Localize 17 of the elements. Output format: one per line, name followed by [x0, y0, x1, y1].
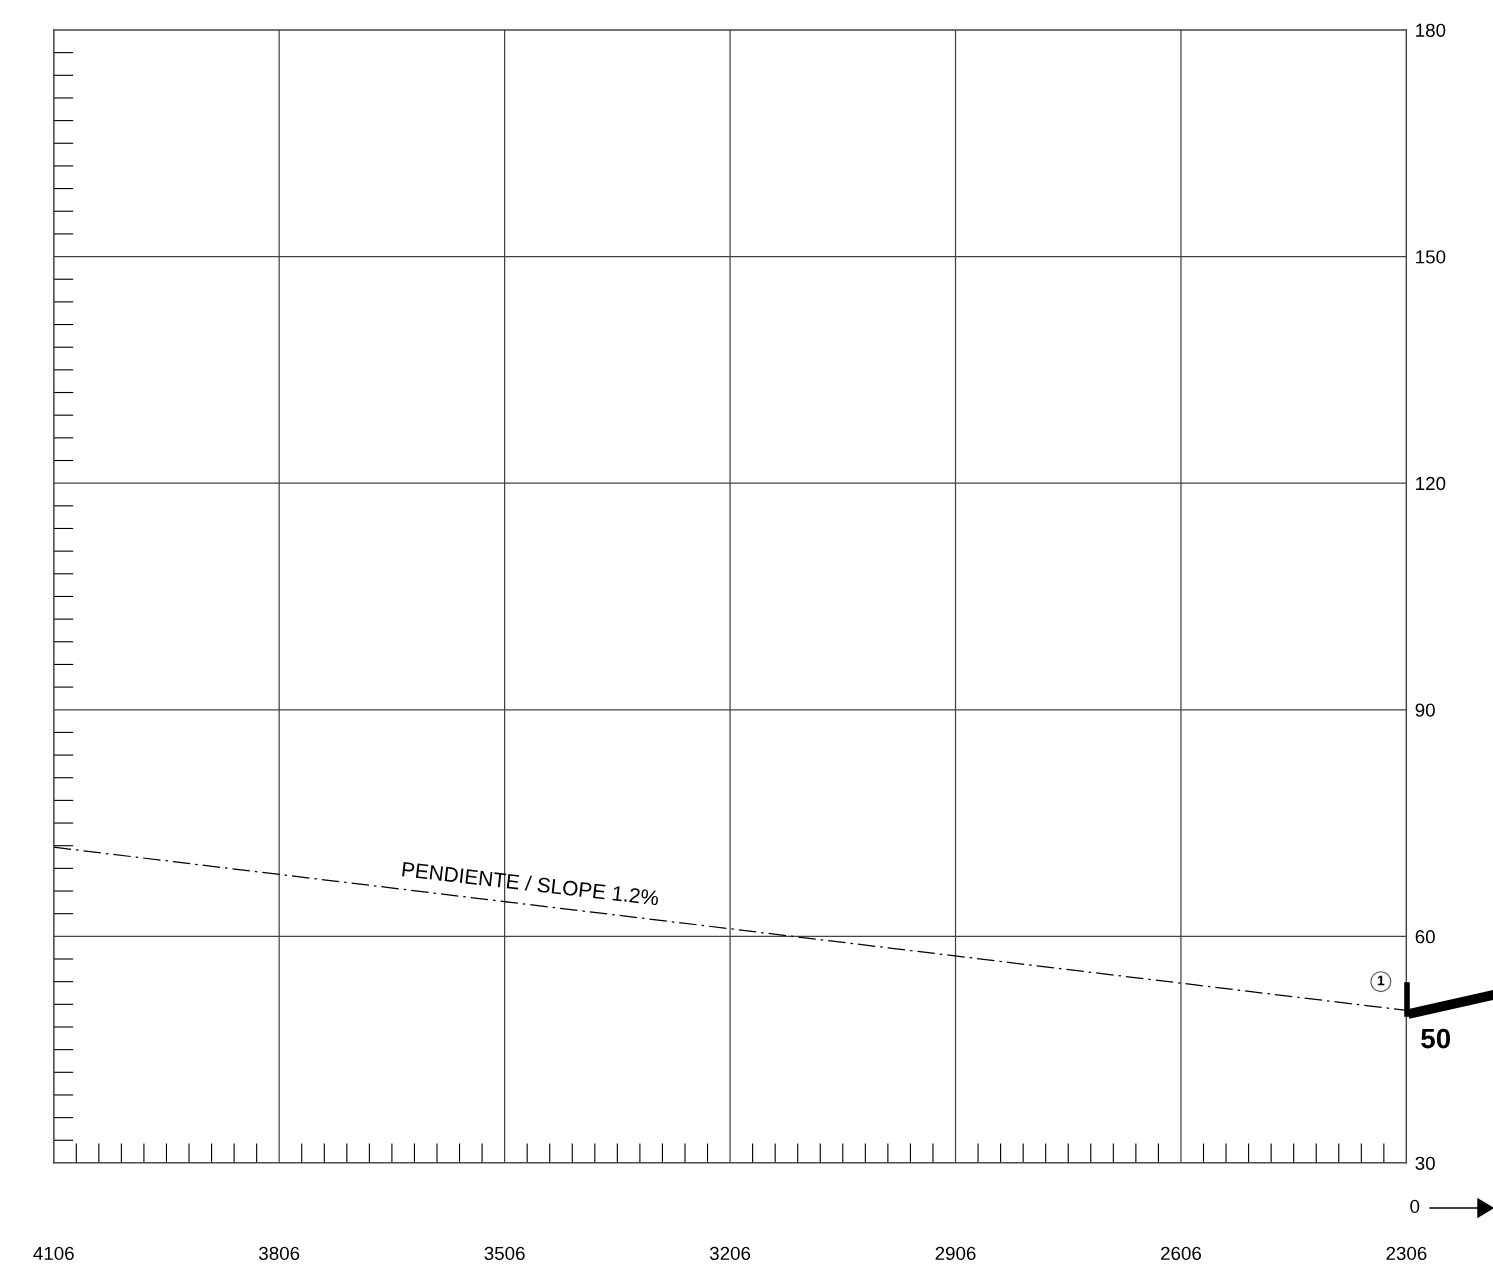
x-tick-label: 2306: [1386, 1246, 1427, 1261]
y-tick-label: 120: [1416, 476, 1446, 491]
x-tick-label: 2906: [935, 1246, 976, 1261]
annotation: 50: [1421, 1028, 1451, 1049]
annotation: 1: [1377, 975, 1385, 986]
text: 0: [1410, 1199, 1420, 1214]
y-tick-label: 150: [1416, 250, 1446, 264]
x-tick-label: 2606: [1161, 1246, 1201, 1261]
x-tick-label: 3206: [709, 1246, 751, 1261]
y-tick-label: 60: [1415, 930, 1435, 944]
y-tick-label: 90: [1415, 703, 1435, 717]
annotation: PENDIENTE / SLOPE 1.2%: [402, 861, 660, 906]
x-tick-label: 3506: [484, 1246, 525, 1261]
x-tick-label: 4106: [33, 1246, 74, 1261]
y-tick-label: 180: [1416, 23, 1446, 37]
y-tick-label: 30: [1415, 1156, 1435, 1170]
x-tick-label: 3806: [259, 1246, 300, 1261]
